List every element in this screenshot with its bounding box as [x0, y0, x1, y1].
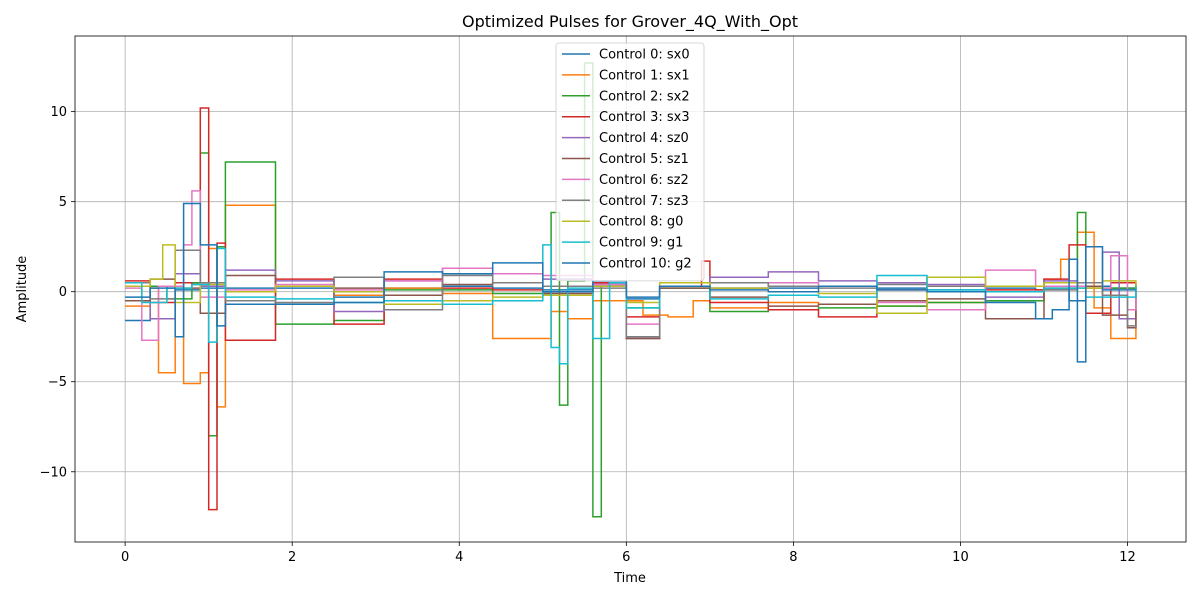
legend-label: Control 5: sz1: [599, 152, 689, 167]
series-line-control-10: [125, 202, 1136, 363]
legend-label: Control 3: sx3: [599, 110, 690, 125]
y-tick-label: −5: [48, 375, 67, 390]
y-tick-label: −10: [40, 465, 67, 480]
x-tick-label: 8: [789, 550, 797, 565]
plot-frame: [74, 35, 1187, 543]
y-tick-label: 0: [59, 285, 67, 300]
x-axis-label: Time: [613, 571, 646, 586]
x-tick-label: 12: [1119, 550, 1136, 565]
legend-label: Control 7: sz3: [599, 194, 689, 209]
y-tick-label: 5: [59, 195, 67, 210]
legend-label: Control 0: sx0: [599, 48, 690, 63]
y-tick-label: 10: [50, 105, 67, 120]
legend-label: Control 9: g1: [599, 236, 683, 251]
legend-label: Control 2: sx2: [599, 89, 690, 104]
x-tick-label: 0: [121, 550, 129, 565]
legend: Control 0: sx0 Control 1: sx1 Control 2: s…: [555, 42, 705, 282]
legend-box: [555, 42, 705, 282]
x-tick-label: 2: [288, 550, 296, 565]
y-axis-label: Amplitude: [15, 256, 30, 323]
x-tick-label: 4: [455, 550, 463, 565]
legend-label: Control 8: g0: [599, 215, 683, 230]
legend-label: Control 4: sz0: [599, 131, 689, 146]
chart-title: Optimized Pulses for Grover_4Q_With_Opt: [462, 12, 798, 32]
x-tick-label: 10: [952, 550, 969, 565]
x-tick-label: 6: [622, 550, 630, 565]
legend-label: Control 1: sx1: [599, 68, 690, 83]
legend-label: Control 10: g2: [599, 257, 692, 272]
legend-label: Control 6: sz2: [599, 173, 689, 188]
ticks-layer: 0 2 4 6 8 10 12 −10 −5 0 5 10: [40, 105, 1136, 565]
